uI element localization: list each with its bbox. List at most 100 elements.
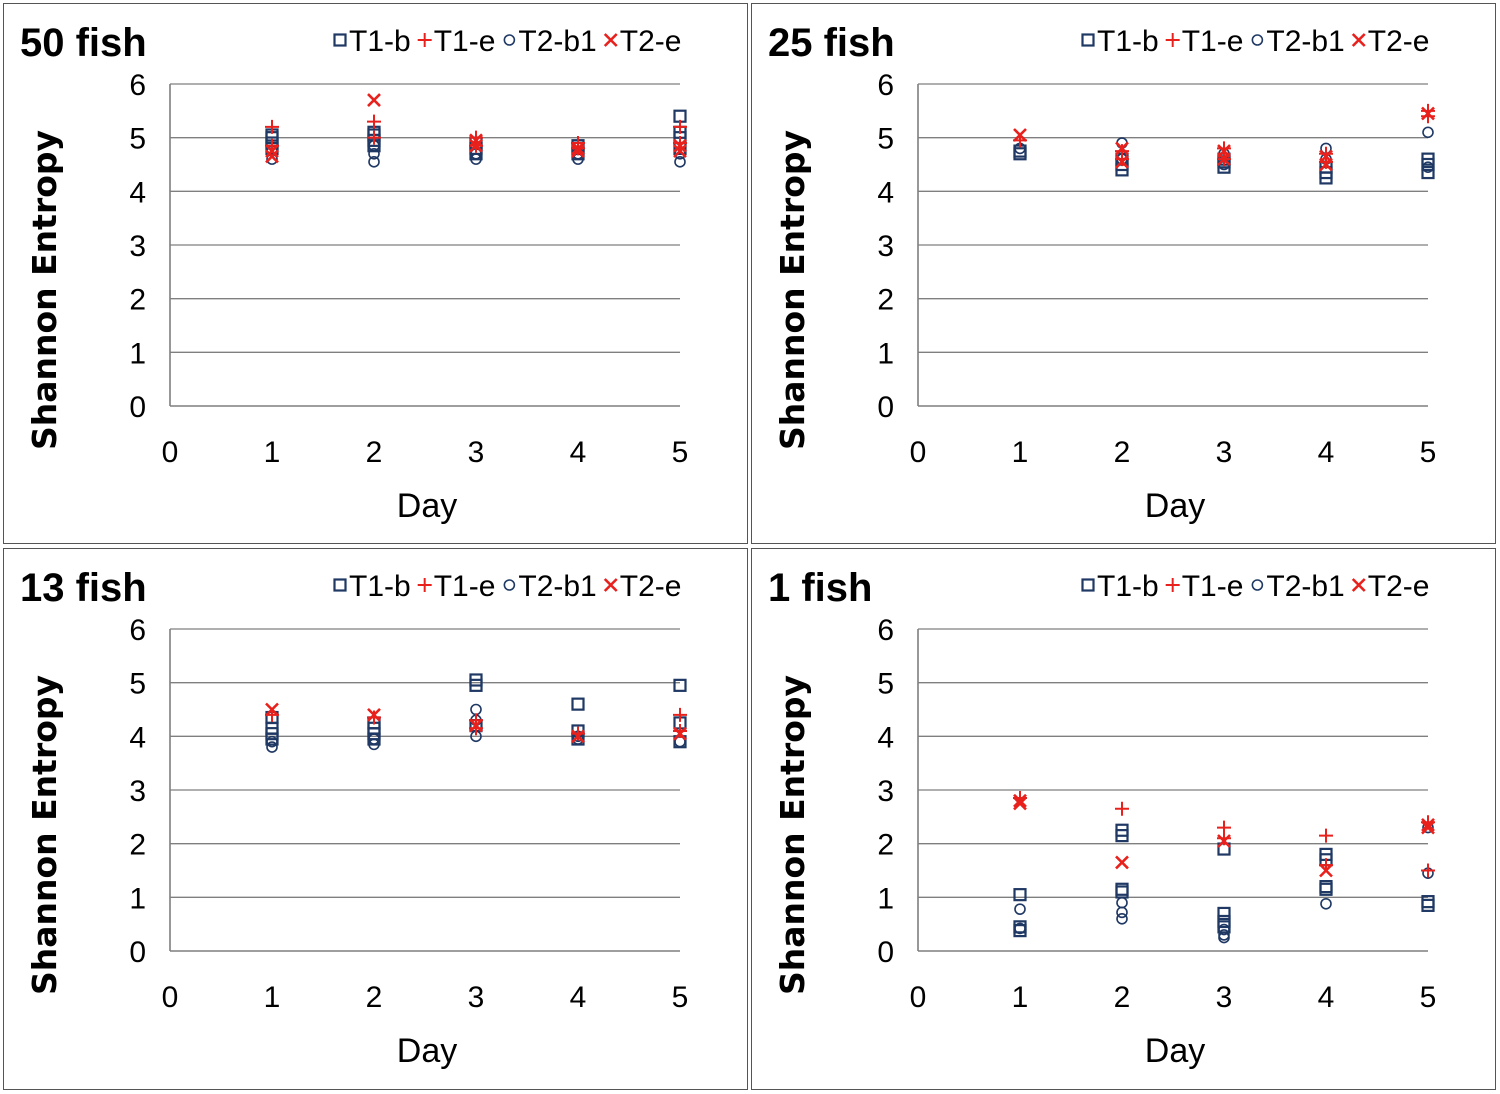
y-tick-label: 4 [877, 176, 894, 209]
y-axis-label: Shannon Entropy [25, 130, 64, 450]
data-point-t2-e [367, 93, 381, 108]
x-tick-label: 4 [1318, 436, 1335, 469]
series-t2-e [265, 702, 687, 744]
y-tick-label: 6 [129, 614, 146, 647]
legend-label-t1-b: T1-b [349, 570, 411, 603]
data-point-t2-b1 [1116, 906, 1128, 919]
data-point-t2-e [1013, 128, 1027, 142]
data-point-t1-b [1115, 885, 1129, 899]
data-point-t2-e [571, 729, 585, 744]
legend-label-t1-e: T1-e [434, 570, 496, 603]
y-tick-label: 4 [129, 176, 146, 209]
x-axis-label: Day [397, 487, 457, 525]
chart-title: 50 fish [20, 21, 147, 65]
x-tick-label: 5 [1420, 981, 1437, 1014]
x-tick-label: 3 [1216, 981, 1233, 1014]
data-point-t2-e [673, 726, 687, 741]
data-point-t1-e [673, 119, 687, 134]
x-tick-label: 4 [1318, 981, 1335, 1014]
x-tick-label: 3 [468, 981, 485, 1014]
legend-label-t1-b: T1-b [1097, 25, 1159, 58]
y-tick-label: 2 [129, 284, 146, 317]
x-tick-label: 1 [264, 436, 281, 469]
x-tick-label: 2 [1114, 436, 1131, 469]
legend-marker-t2-e [603, 33, 618, 47]
data-point-t2-e [571, 141, 585, 156]
data-point-t1-b [1217, 906, 1231, 921]
legend-marker-t1-b [1081, 578, 1095, 592]
x-tick-label: 5 [1420, 436, 1437, 469]
y-axis-label: Shannon Entropy [773, 675, 812, 995]
data-point-t2-e [469, 133, 483, 148]
data-point-t2-e [1115, 141, 1129, 156]
data-point-t1-b [1421, 165, 1435, 180]
y-tick-label: 0 [129, 936, 146, 969]
data-point-t1-e [673, 707, 687, 722]
chart-svg: 25 fish T1-b T1-e T2-b1 T2-e 0 1 2 3 4 5 6 0 1 2 3 4 5 Day… [768, 21, 1437, 525]
data-point-t1-e [1217, 831, 1231, 846]
x-tick-label: 3 [468, 436, 485, 469]
data-point-t2-e [673, 138, 687, 153]
x-tick-label: 5 [672, 436, 689, 469]
data-point-t2-b1 [1014, 903, 1026, 915]
panel-13-fish: 13 fish T1-b T1-e T2-b1 T2-e 0 1 2 3 4 5 6 0 1 2 3 4 5 Day… [3, 548, 748, 1090]
legend-marker-t1-b [333, 33, 347, 47]
data-point-t2-e [1421, 817, 1435, 832]
legend-label-t2-e: T2-e [620, 25, 682, 58]
x-tick-label: 3 [1216, 436, 1233, 469]
series-t2-e [1013, 106, 1435, 172]
data-point-t1-b [1115, 829, 1129, 843]
y-tick-label: 2 [877, 284, 894, 317]
data-point-t2-e [673, 144, 687, 159]
y-tick-label: 3 [129, 230, 146, 263]
data-point-t2-e [1421, 106, 1435, 121]
data-point-t1-b [1013, 888, 1027, 902]
data-point-t2-e [469, 138, 483, 153]
legend-label-t2-e: T2-e [620, 570, 682, 603]
chart-svg: 50 fish T1-b T1-e T2-b1 T2-e 0 1 2 3 4 5 6 0 1 2 3 4 5 Day… [20, 21, 689, 525]
legend: T1-b T1-e T2-b1 T2-e [1081, 25, 1429, 58]
data-point-t2-e [265, 144, 279, 159]
series-t1-b [1013, 823, 1435, 938]
data-point-t2-e [265, 702, 279, 717]
data-point-t2-e [1319, 157, 1333, 172]
y-tick-label: 5 [877, 123, 894, 156]
y-tick-label: 6 [877, 614, 894, 647]
legend-marker-t1-b [1081, 33, 1095, 47]
legend-label-t2-b1: T2-b1 [518, 25, 596, 58]
data-point-t1-e [1217, 141, 1231, 156]
legend: T1-b T1-e T2-b1 T2-e [1081, 570, 1429, 603]
y-tick-label: 4 [877, 721, 894, 754]
y-axis-label: Shannon Entropy [773, 130, 812, 450]
x-tick-label: 1 [1012, 436, 1029, 469]
chart-title: 25 fish [768, 21, 895, 65]
y-tick-label: 5 [877, 668, 894, 701]
data-point-t1-b [469, 673, 483, 687]
legend-label-t1-b: T1-b [349, 25, 411, 58]
legend-marker-t2-e [1351, 33, 1366, 47]
data-point-t2-e [1115, 154, 1129, 169]
data-point-t1-e [1319, 146, 1333, 161]
x-tick-label: 1 [1012, 981, 1029, 1014]
data-point-t2-e [1115, 855, 1129, 870]
y-tick-label: 0 [877, 391, 894, 424]
y-tick-label: 0 [129, 391, 146, 424]
series-t2-e [1013, 793, 1435, 878]
data-point-t2-e [469, 718, 483, 733]
data-point-t1-b [571, 697, 585, 711]
chart-title: 1 fish [768, 566, 872, 610]
y-tick-label: 1 [129, 337, 146, 370]
legend-marker-t2-e [1351, 578, 1366, 592]
series-t1-e [1013, 791, 1435, 878]
legend-label-t1-e: T1-e [1182, 25, 1244, 58]
y-tick-label: 4 [129, 721, 146, 754]
data-point-t2-b1 [470, 703, 482, 716]
legend-marker-t2-e [603, 578, 618, 592]
y-tick-label: 2 [877, 829, 894, 862]
y-tick-label: 6 [877, 69, 894, 102]
data-point-t1-e [571, 726, 585, 741]
data-point-t2-e [1319, 863, 1333, 878]
x-axis-label: Day [1145, 1032, 1205, 1070]
data-point-t1-e [469, 721, 483, 736]
y-axis-label: Shannon Entropy [25, 675, 64, 995]
